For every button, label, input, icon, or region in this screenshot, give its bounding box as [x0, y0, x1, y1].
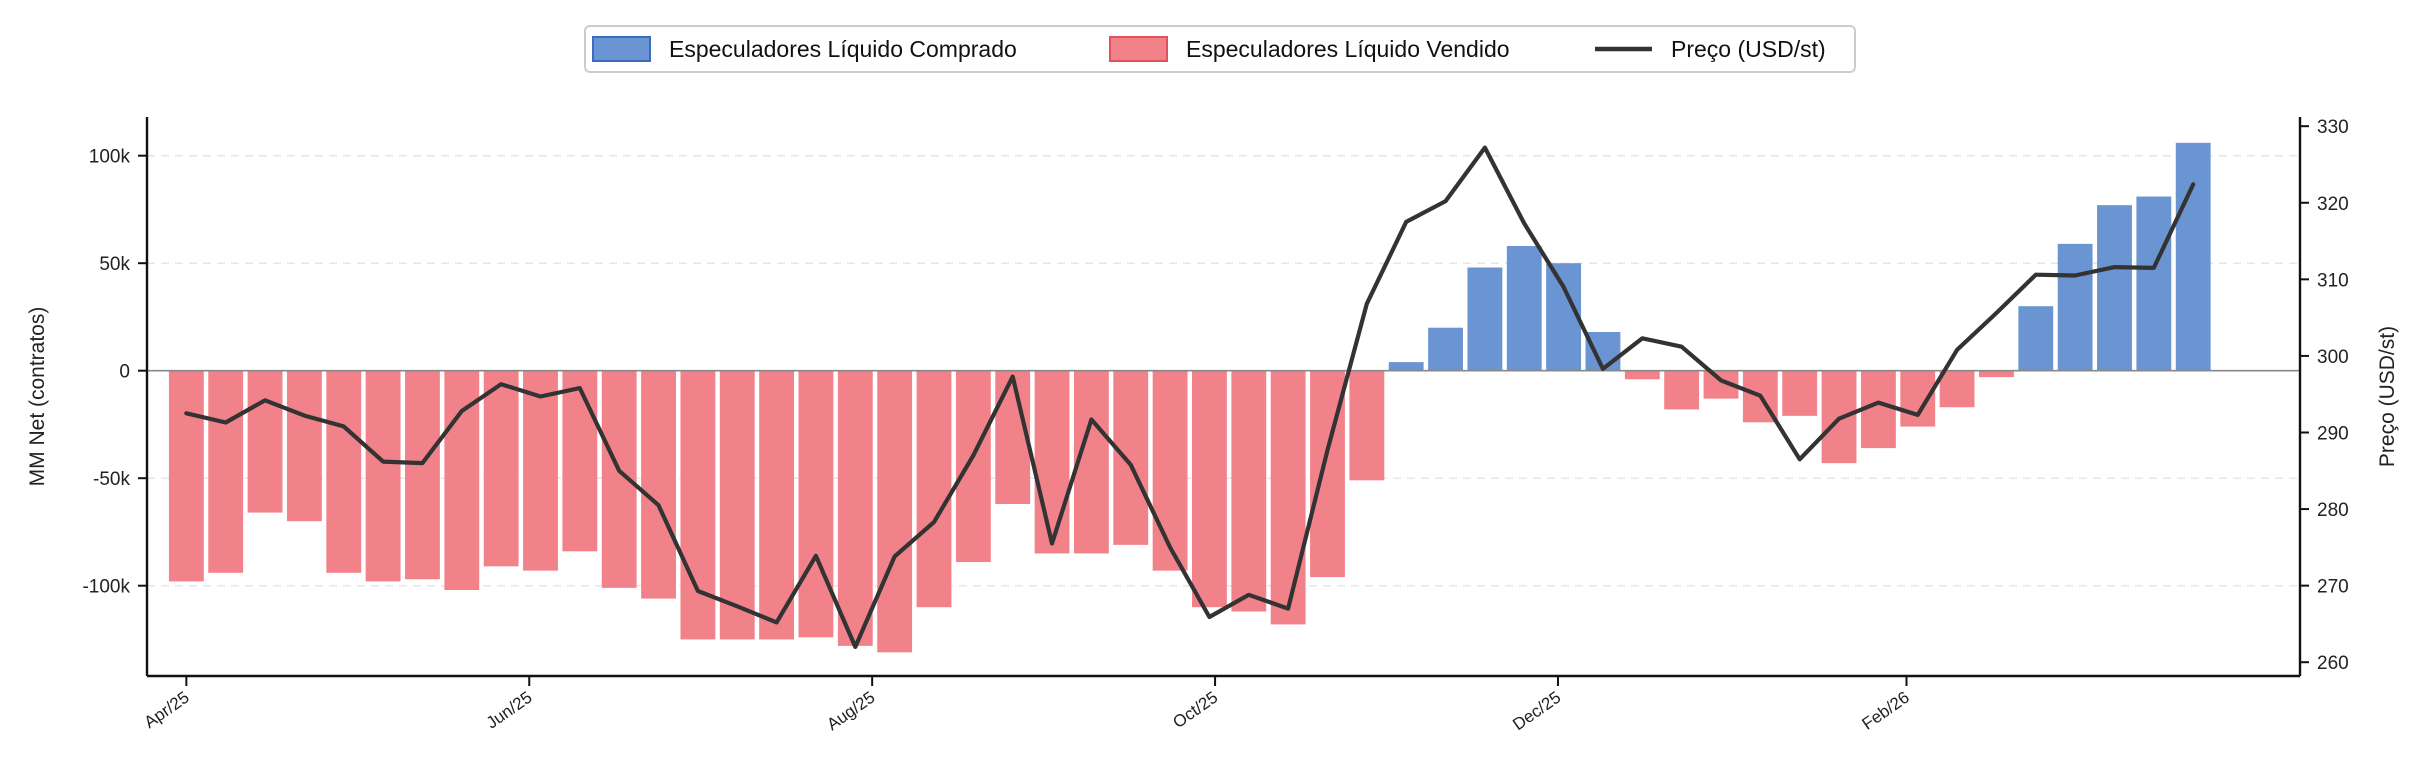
bar-long	[1546, 263, 1582, 371]
right-tick-label: 260	[2317, 653, 2349, 674]
bar-short	[208, 370, 244, 573]
price-line	[184, 145, 2196, 650]
x-tick-label: Oct/25	[1169, 688, 1221, 732]
bar-long	[2136, 196, 2172, 371]
bar-long	[2175, 142, 2211, 371]
legend: Especuladores Líquido Comprado Especulado…	[584, 25, 1856, 73]
price-line-series	[184, 145, 2196, 650]
bar-short	[1349, 370, 1385, 481]
legend-label: Especuladores Líquido Comprado	[669, 36, 1017, 62]
legend-label: Especuladores Líquido Vendido	[1186, 36, 1510, 62]
bar-short	[995, 370, 1031, 504]
legend-swatch	[592, 36, 651, 62]
left-tick-label: 100k	[89, 147, 131, 168]
bar-short	[1152, 370, 1188, 571]
legend-frame	[584, 25, 1856, 73]
bar-short	[523, 370, 558, 571]
right-tick-label: 330	[2317, 117, 2349, 138]
bar-short	[444, 370, 480, 590]
legend-label: Preço (USD/st)	[1671, 36, 1826, 62]
bar-short	[759, 370, 795, 640]
bar-short	[365, 370, 401, 582]
x-axis-ticks: Apr/25 Jun/25 Aug/25 Oct/25 Dec/25 Feb/26	[141, 676, 1913, 734]
axes	[145, 117, 2302, 678]
bar-short	[247, 370, 283, 513]
x-tick-label: Apr/25	[141, 688, 193, 732]
bar-short	[286, 370, 322, 522]
left-axis-ticks: 100k 50k 0 -50k -100k	[82, 147, 147, 598]
bar-long	[2018, 306, 2054, 371]
bar-short	[1782, 370, 1818, 416]
right-tick-label: 270	[2317, 577, 2349, 598]
x-tick-label: Jun/25	[483, 688, 536, 733]
left-tick-label: -50k	[93, 469, 130, 490]
bar-short	[405, 370, 440, 580]
left-axis-title: MM Net (contratos)	[26, 307, 49, 487]
bar-short	[1624, 370, 1660, 380]
x-tick-label: Feb/26	[1859, 688, 1913, 734]
bar-short	[168, 370, 204, 582]
bar-short	[955, 370, 991, 563]
x-tick-label: Aug/25	[823, 688, 878, 734]
right-axis-ticks: 330 320 310 300 290 280 270 260	[2300, 117, 2349, 674]
bar-long	[1388, 362, 1424, 371]
bar-short	[1270, 370, 1306, 625]
left-tick-label: -100k	[82, 577, 130, 598]
bar-short	[837, 370, 873, 646]
bar-short	[641, 370, 676, 599]
bar-short	[1939, 370, 1975, 408]
bar-short	[1231, 370, 1267, 612]
bar-short	[1192, 370, 1227, 608]
bar-short	[1664, 370, 1700, 410]
bar-short	[1113, 370, 1149, 545]
bar-short	[1979, 370, 2014, 378]
bar-long	[1467, 267, 1503, 371]
right-tick-label: 280	[2317, 500, 2349, 521]
bar-short	[1034, 370, 1070, 554]
bar-long	[2057, 243, 2093, 371]
bar-long	[1506, 246, 1542, 371]
bar-short	[798, 370, 834, 638]
left-tick-label: 50k	[99, 254, 130, 275]
bar-short	[326, 370, 362, 573]
left-tick-label: 0	[119, 362, 130, 383]
bar-short	[877, 370, 913, 653]
bar-long	[2097, 205, 2132, 371]
bar-short	[719, 370, 755, 640]
bar-series	[168, 142, 2211, 653]
right-tick-label: 320	[2317, 194, 2349, 215]
bar-short	[483, 370, 519, 567]
bar-short	[680, 370, 716, 640]
right-axis-title: Preço (USD/st)	[2376, 326, 2399, 467]
bar-short	[562, 370, 598, 552]
x-tick-label: Dec/25	[1509, 688, 1564, 734]
right-tick-label: 300	[2317, 347, 2349, 368]
bar-long	[1428, 327, 1463, 371]
right-tick-label: 290	[2317, 423, 2349, 444]
right-tick-label: 310	[2317, 270, 2349, 291]
bar-short	[916, 370, 952, 608]
legend-swatch	[1109, 36, 1168, 62]
